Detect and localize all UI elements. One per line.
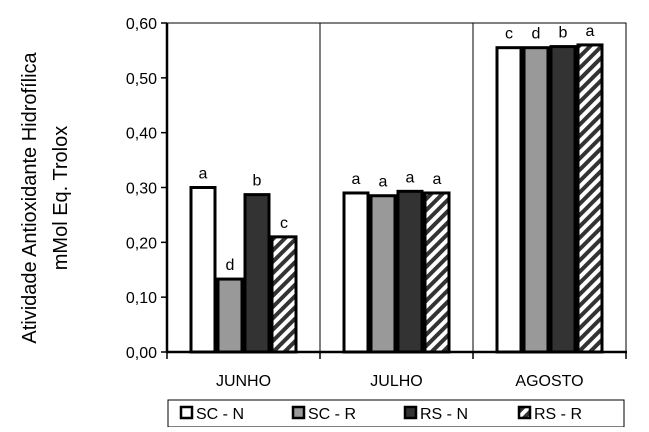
significance-letter: c [505,26,513,43]
legend-box [167,399,625,428]
significance-letter: d [226,257,235,274]
legend-label: SC - N [196,406,244,423]
y-tick-label: 0,60 [126,16,157,33]
legend-swatch [179,405,194,420]
legend: SC - N SC - R RS - N RS - R [167,399,625,428]
bar-rs-n-agosto [549,45,577,354]
y-tick-label: 0,40 [126,126,157,143]
bar-rs-n-julho [396,189,424,354]
significance-letter: c [280,215,288,232]
bar-rs-n-junho [243,193,271,354]
bar-sc-r-junho [216,277,244,354]
legend-label: RS - N [420,406,468,423]
y-tick-label: 0,10 [126,290,157,307]
x-category-label: JULHO [370,373,422,390]
significance-letter: a [433,171,442,188]
bar-rs-r-julho [423,191,451,354]
y-tick-label: 0,20 [126,235,157,252]
significance-letter: a [379,174,388,191]
plot-area: 0,00 0,10 0,20 0,30 0,40 0,50 0,60 a d b c JUNHO a a a… [126,16,627,390]
y-tick-label: 0,00 [126,345,157,362]
significance-letter: a [406,169,415,186]
bar-sc-n-julho [342,191,370,354]
y-tick-label: 0,30 [126,181,157,198]
y-axis-title-line-2: mMol Eq. Trolox [50,126,72,270]
legend-swatch [403,405,418,420]
significance-letter: b [559,25,568,42]
bar-rs-r-agosto [576,43,604,354]
bar-sc-n-agosto [495,46,523,354]
legend-label: SC - R [308,406,356,423]
y-axis-title: Atividade Antioxidante Hidrofílica mMol … [19,51,72,343]
significance-letter: a [199,166,208,183]
significance-letter: a [586,23,595,40]
x-category-label: JUNHO [216,373,271,390]
y-axis-title-line-1: Atividade Antioxidante Hidrofílica [19,51,41,343]
significance-letter: d [532,26,541,43]
bar-sc-r-agosto [522,46,550,354]
legend-label: RS - R [534,406,582,423]
y-tick-label: 0,50 [126,71,157,88]
bar-rs-r-junho [270,235,298,354]
bar-sc-r-julho [369,194,397,354]
legend-swatch [291,405,306,420]
significance-letter: b [253,173,262,190]
significance-letter: a [352,171,361,188]
x-category-label: AGOSTO [515,373,583,390]
bar-sc-n-junho [189,186,217,354]
legend-swatch [517,405,532,420]
